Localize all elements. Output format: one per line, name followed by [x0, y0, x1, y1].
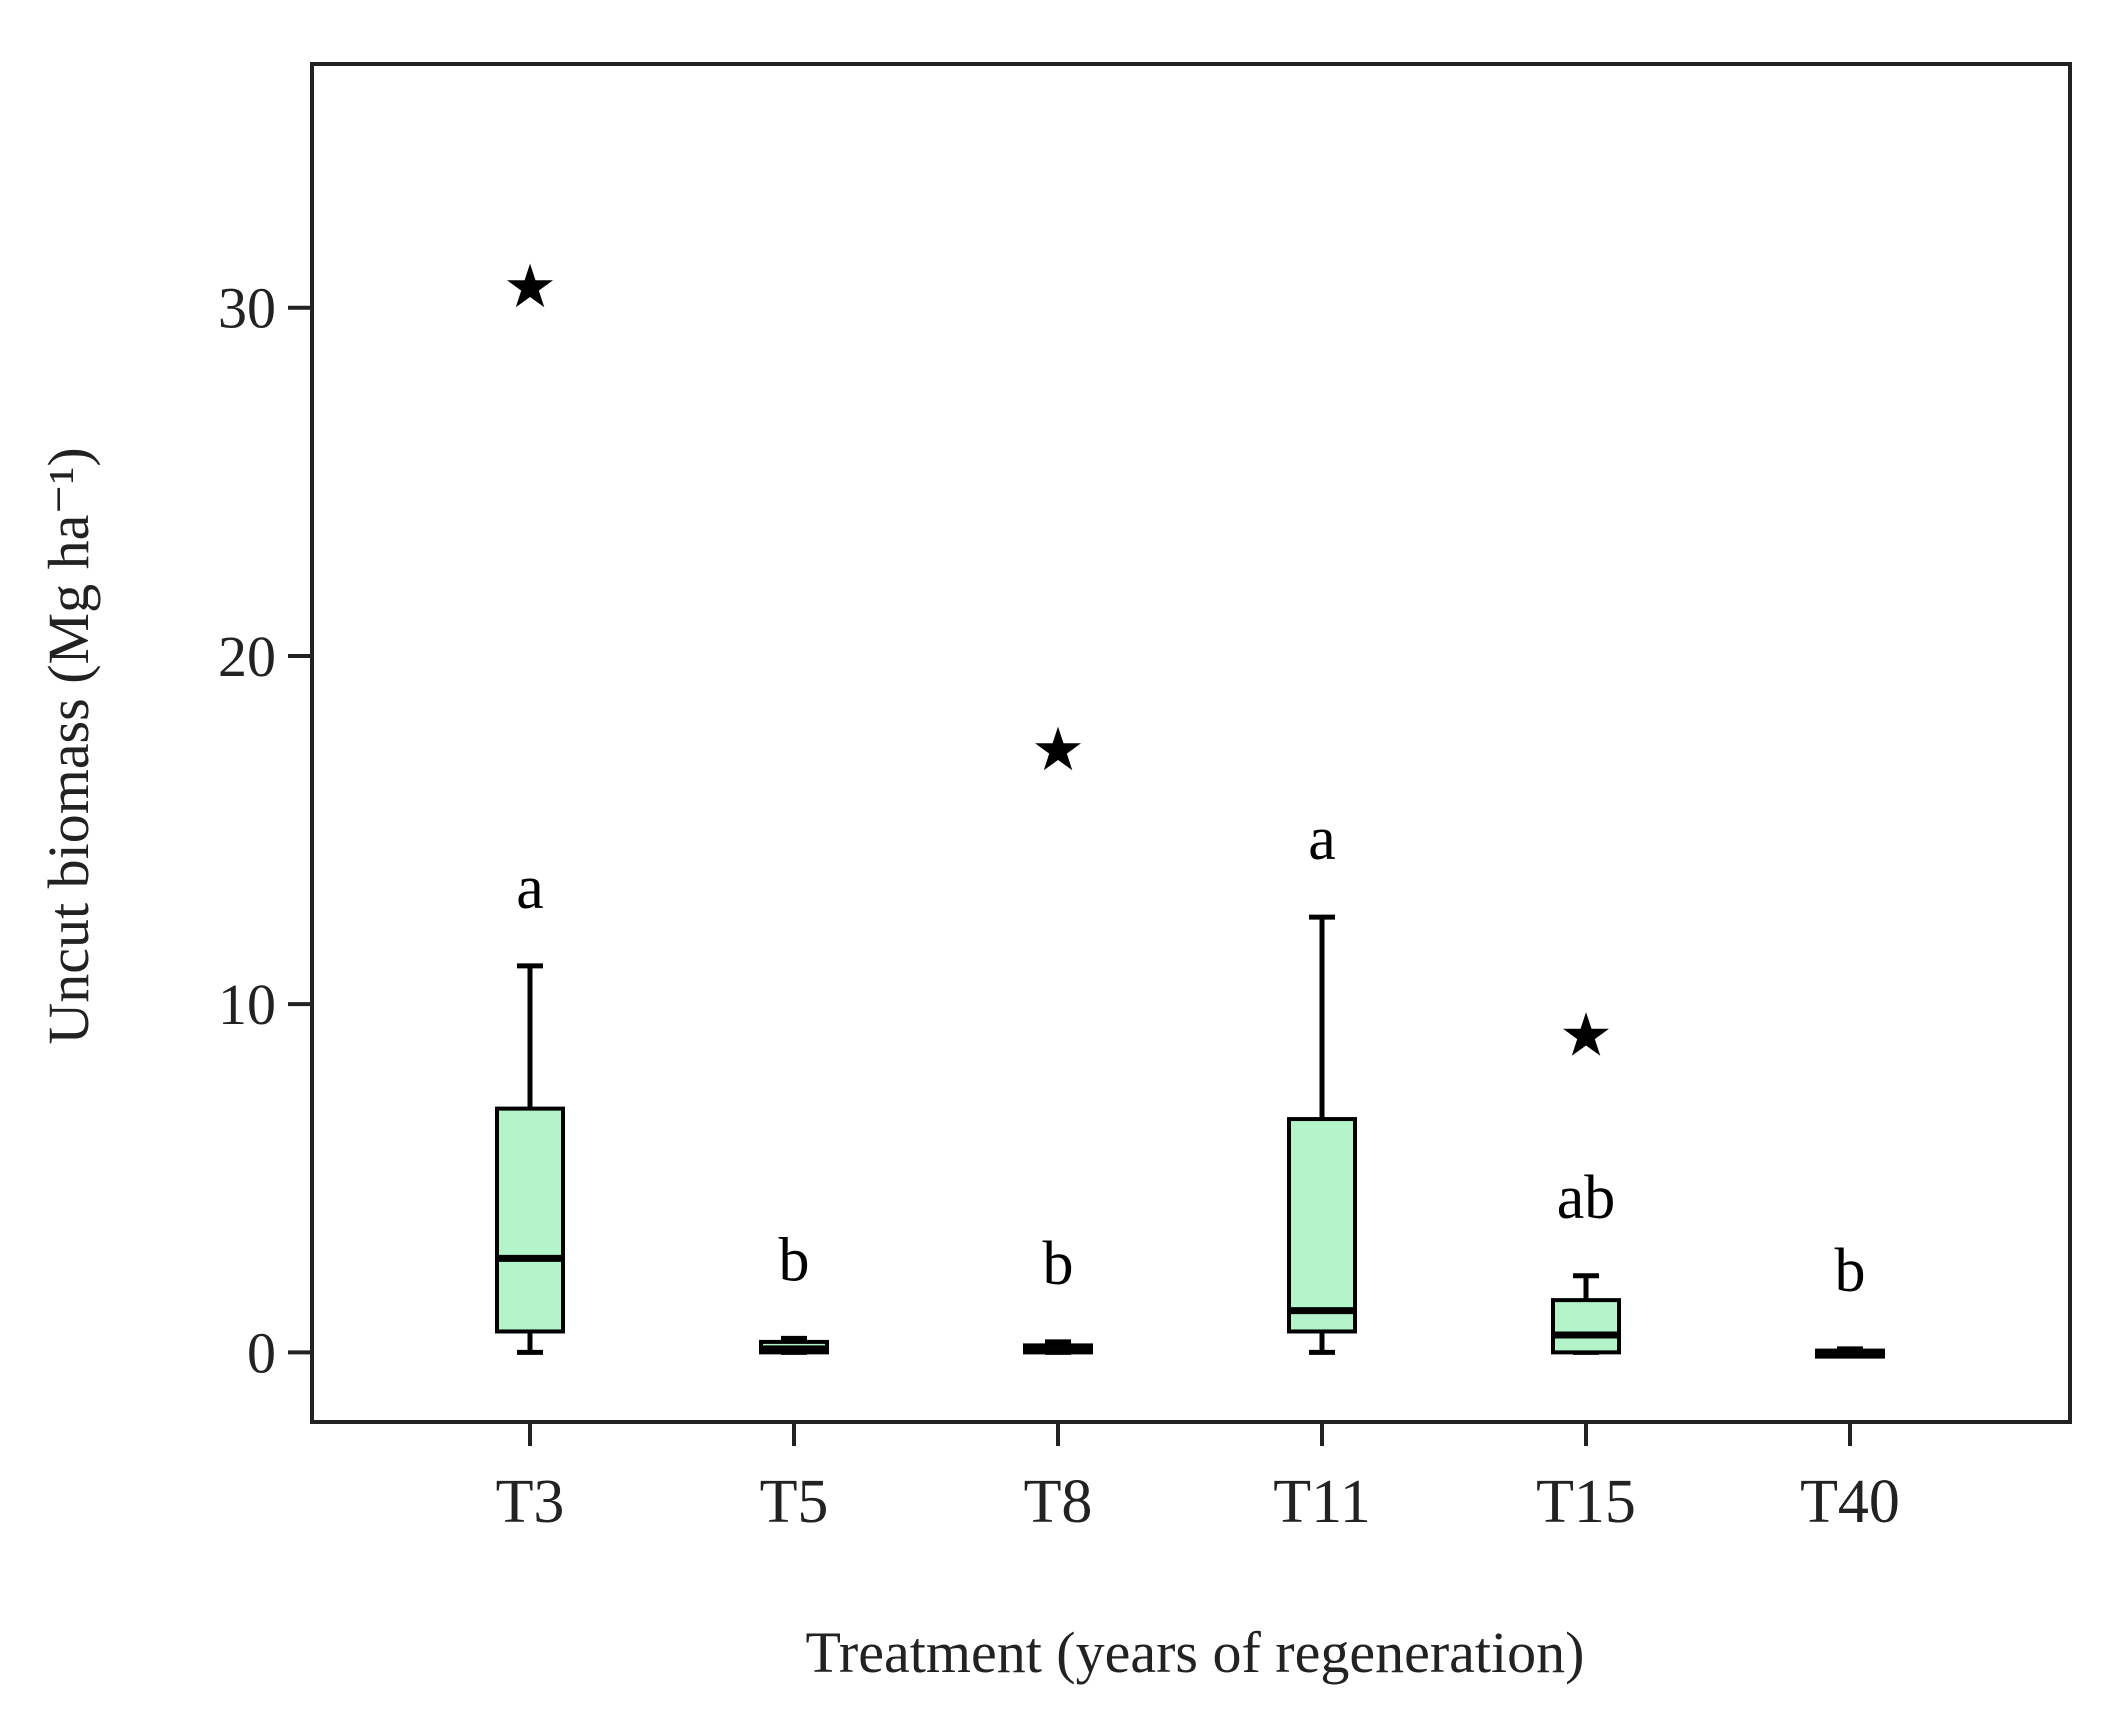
- group-letter-t3: a: [516, 854, 544, 922]
- outlier-star-t8: ★: [1031, 717, 1085, 783]
- x-axis-label: Treatment (years of regeneration): [806, 1620, 1585, 1685]
- box-t3: [495, 1106, 565, 1334]
- box-t15: [1551, 1298, 1621, 1355]
- x-tick-label-t3: T3: [496, 1468, 565, 1536]
- x-tick-label-t11: T11: [1273, 1468, 1371, 1536]
- y-tick-label-30: 30: [218, 276, 276, 341]
- plot-frame: [310, 62, 2072, 1424]
- x-tick-label-t8: T8: [1024, 1468, 1093, 1536]
- group-letter-t11: a: [1308, 805, 1336, 873]
- x-tick-label-t5: T5: [760, 1468, 829, 1536]
- group-letter-t40: b: [1835, 1237, 1866, 1305]
- y-tick-label-20: 20: [218, 624, 276, 689]
- y-tick-label-0: 0: [247, 1320, 276, 1385]
- x-tick-label-t15: T15: [1536, 1468, 1636, 1536]
- x-tick-label-t40: T40: [1800, 1468, 1900, 1536]
- outlier-star-t15: ★: [1559, 1002, 1613, 1068]
- box-t11: [1287, 1117, 1357, 1334]
- y-axis-label: Uncut biomass (Mg ha⁻¹): [36, 447, 101, 1044]
- group-letter-t5: b: [779, 1226, 810, 1294]
- plot-area: 0 10 20 30 T3 ★ a T5 b T8 ★ b T11 a T15 ★ ab T40 b: [218, 62, 2072, 1536]
- outlier-star-t3: ★: [503, 254, 557, 320]
- group-letter-t8: b: [1043, 1230, 1074, 1298]
- y-tick-label-10: 10: [218, 972, 276, 1037]
- group-letter-t15: ab: [1557, 1164, 1616, 1232]
